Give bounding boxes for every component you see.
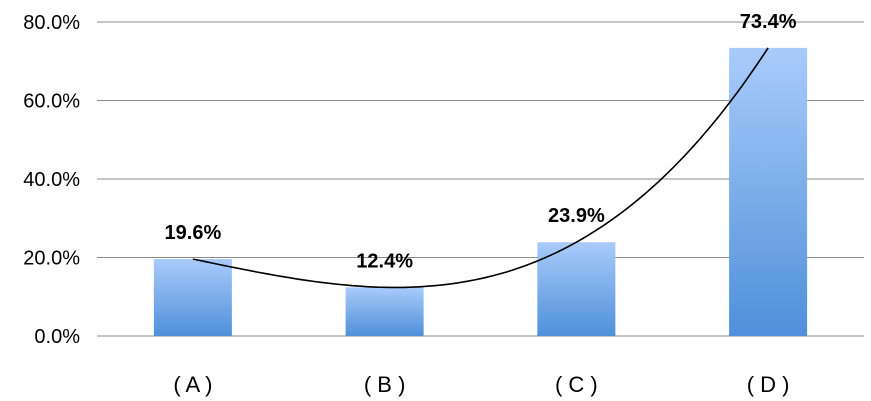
y-tick-label: 0.0% [34, 326, 80, 348]
bar [537, 242, 616, 336]
y-tick-label: 40.0% [23, 169, 80, 191]
data-label: 12.4% [356, 250, 413, 272]
trendline-layer [192, 47, 769, 289]
y-tick-label: 60.0% [23, 91, 80, 113]
bar [729, 47, 808, 336]
y-tick-label: 80.0% [23, 12, 80, 34]
bars [153, 47, 808, 336]
x-axis-categories: ( A ) ( B ) ( C ) ( D ) [173, 372, 789, 397]
data-labels: 19.6% 12.4% 23.9% 73.4% [165, 11, 797, 272]
y-tick-label: 20.0% [23, 248, 80, 270]
x-category-label: ( C ) [555, 372, 598, 397]
bar [153, 259, 232, 336]
data-label: 23.9% [548, 205, 605, 227]
x-category-label: ( D ) [747, 372, 790, 397]
bar [345, 287, 424, 336]
data-label: 73.4% [740, 11, 797, 33]
x-category-label: ( B ) [364, 372, 406, 397]
trendline [192, 47, 769, 289]
x-category-label: ( A ) [173, 372, 212, 397]
y-axis-ticks: 0.0% 20.0% 40.0% 60.0% 80.0% [23, 12, 80, 348]
data-label: 19.6% [165, 222, 222, 244]
